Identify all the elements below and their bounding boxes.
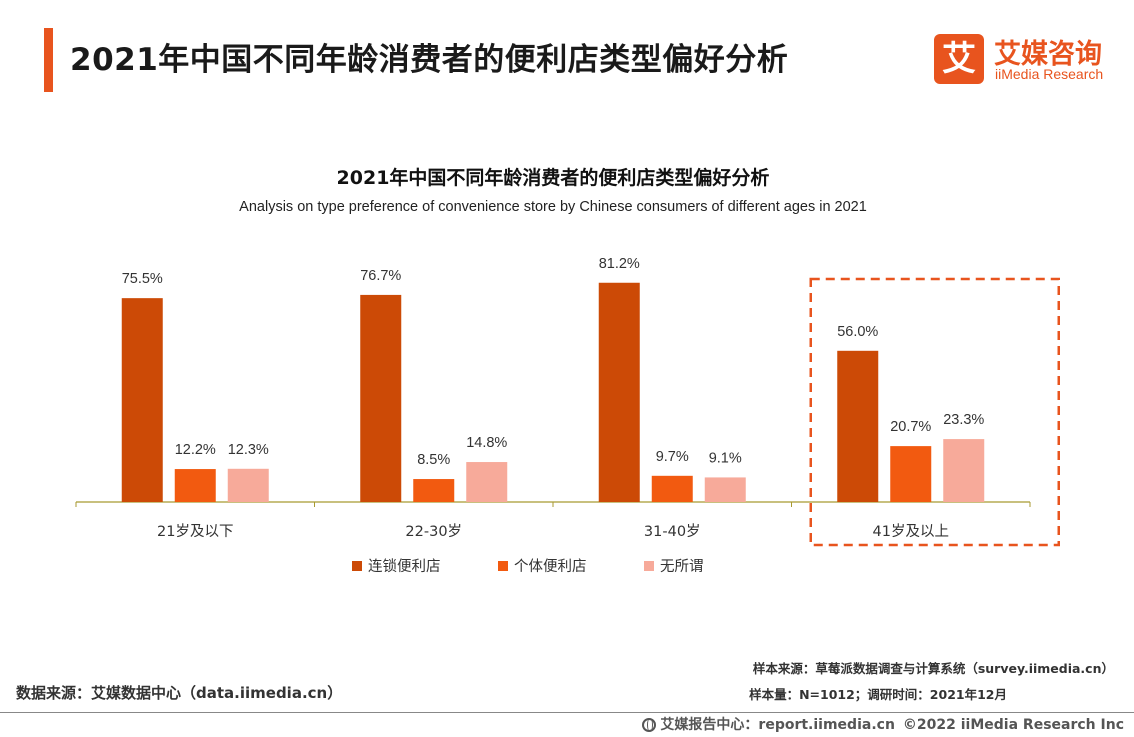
bar bbox=[651, 475, 693, 502]
logo-mark-icon: 艾 bbox=[934, 34, 984, 84]
bar bbox=[360, 294, 402, 502]
bar bbox=[413, 479, 455, 502]
bar bbox=[890, 446, 932, 502]
bar bbox=[227, 468, 269, 502]
data-label: 23.3% bbox=[943, 412, 984, 428]
data-label: 56.0% bbox=[837, 324, 878, 340]
title-accent-bar bbox=[44, 28, 53, 92]
sample-source: 样本来源：草莓派数据调查与计算系统（survey.iimedia.cn） bbox=[752, 661, 1114, 676]
data-label: 14.8% bbox=[466, 435, 507, 451]
footer-divider bbox=[0, 712, 1134, 713]
bar bbox=[121, 298, 163, 502]
data-label: 12.3% bbox=[228, 442, 269, 458]
data-label: 20.7% bbox=[890, 419, 931, 435]
data-label: 9.1% bbox=[709, 450, 742, 466]
data-label: 76.7% bbox=[360, 268, 401, 284]
highlight-box bbox=[809, 277, 1060, 547]
iimedia-logo: 艾 艾媒咨询 iiMedia Research bbox=[934, 30, 1114, 86]
report-center-link[interactable]: 艾媒报告中心：report.iimedia.cn bbox=[660, 717, 895, 733]
x-tick-label: 31-40岁 bbox=[644, 523, 701, 540]
legend-swatch bbox=[498, 561, 508, 571]
bar bbox=[704, 477, 746, 502]
page-title: 2021年中国不同年龄消费者的便利店类型偏好分析 bbox=[70, 42, 789, 78]
logo-english-name: iiMedia Research bbox=[995, 66, 1104, 82]
legend-label: 无所谓 bbox=[660, 558, 704, 575]
bar bbox=[466, 462, 508, 502]
chart-subtitle: Analysis on type preference of convenien… bbox=[239, 199, 867, 215]
bar bbox=[943, 439, 985, 502]
data-label: 75.5% bbox=[122, 271, 163, 287]
data-source: 数据来源：艾媒数据中心（data.iimedia.cn） bbox=[16, 684, 343, 702]
globe-icon bbox=[642, 718, 657, 732]
bar bbox=[598, 282, 640, 502]
bar bbox=[174, 469, 216, 502]
legend-label: 个体便利店 bbox=[514, 558, 587, 575]
sample-size: 样本量：N=1012；调研时间：2021年12月 bbox=[749, 687, 1007, 702]
chart-title: 2021年中国不同年龄消费者的便利店类型偏好分析 bbox=[336, 167, 770, 189]
data-label: 8.5% bbox=[417, 452, 450, 468]
legend-swatch bbox=[352, 561, 362, 571]
data-label: 12.2% bbox=[175, 442, 216, 458]
bar bbox=[837, 350, 879, 502]
data-label: 81.2% bbox=[599, 256, 640, 272]
x-tick-label: 41岁及以上 bbox=[873, 523, 949, 540]
legend-label: 连锁便利店 bbox=[368, 558, 441, 575]
legend-swatch bbox=[644, 561, 654, 571]
copyright: ©2022 iiMedia Research Inc bbox=[902, 717, 1124, 733]
x-tick-label: 22-30岁 bbox=[405, 523, 462, 540]
footer-bar: 艾媒报告中心：report.iimedia.cn ©2022 iiMedia Re… bbox=[642, 714, 1124, 734]
logo-chinese-name: 艾媒咨询 bbox=[994, 39, 1102, 70]
data-label: 9.7% bbox=[656, 449, 689, 465]
x-tick-label: 21岁及以下 bbox=[157, 523, 233, 540]
